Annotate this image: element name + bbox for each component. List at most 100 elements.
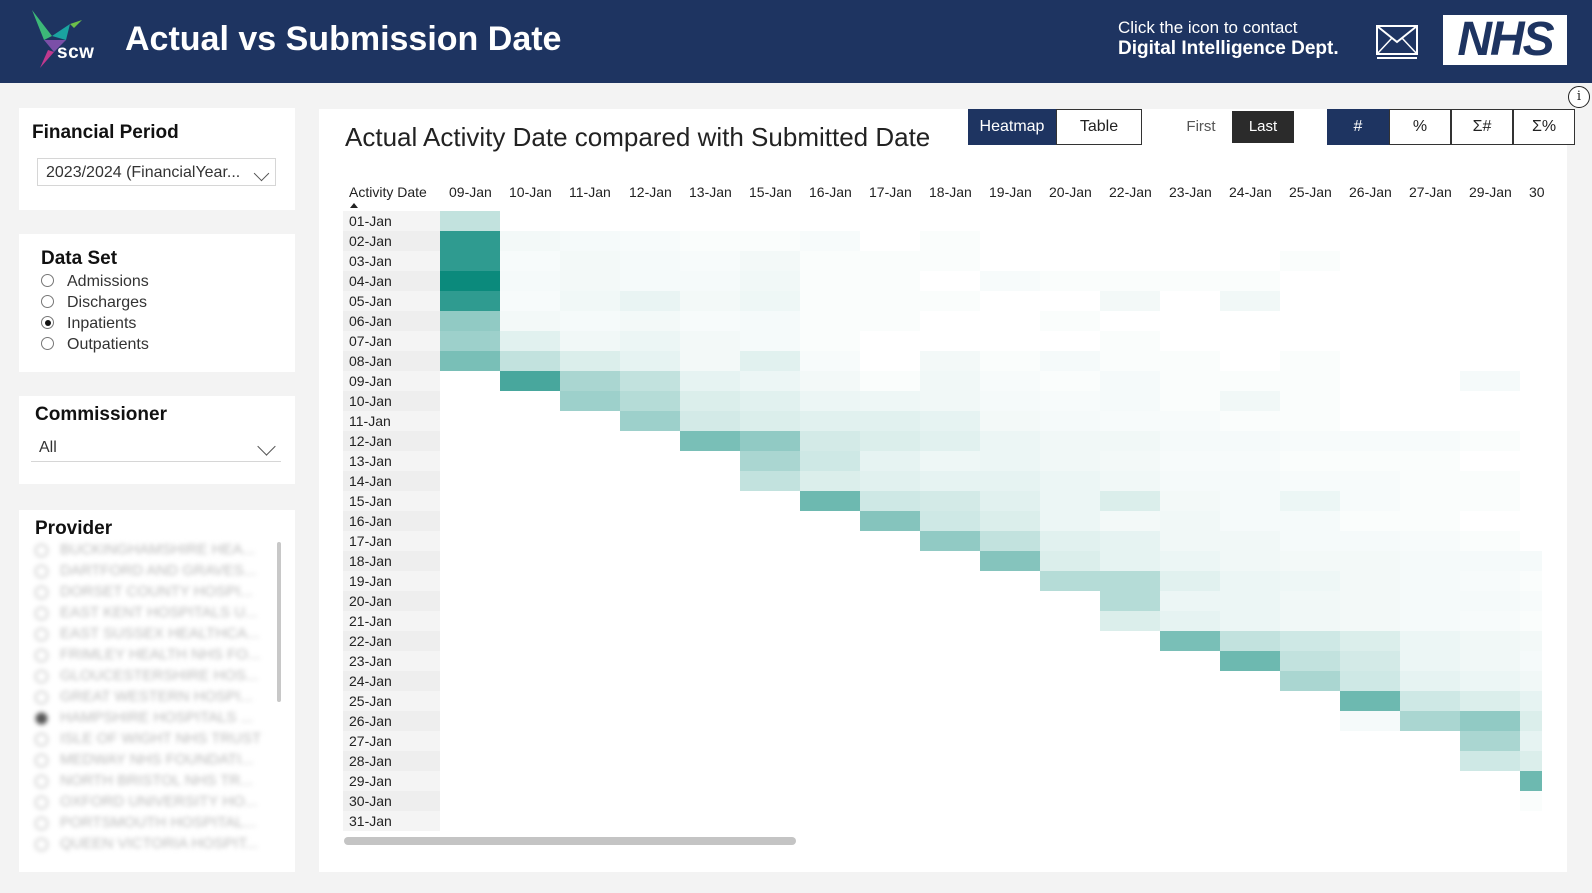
- heatmap-cell[interactable]: [1460, 431, 1520, 451]
- sort-ascending-icon[interactable]: [350, 203, 358, 208]
- heatmap-cell[interactable]: [740, 271, 800, 291]
- heatmap-cell[interactable]: [1520, 551, 1542, 571]
- heatmap-cell[interactable]: [620, 351, 680, 371]
- heatmap-cell[interactable]: [920, 351, 980, 371]
- heatmap-cell[interactable]: [1220, 471, 1280, 491]
- heatmap-cell[interactable]: [740, 291, 800, 311]
- heatmap-cell[interactable]: [560, 231, 620, 251]
- heatmap-cell[interactable]: [1280, 251, 1340, 271]
- heatmap-cell[interactable]: [1280, 531, 1340, 551]
- heatmap-cell[interactable]: [560, 251, 620, 271]
- heatmap-cell[interactable]: [1460, 711, 1520, 731]
- heatmap-cell[interactable]: [1280, 631, 1340, 651]
- heatmap-cell[interactable]: [1160, 611, 1220, 631]
- heatmap-cell[interactable]: [980, 471, 1040, 491]
- heatmap-cell[interactable]: [1400, 671, 1460, 691]
- heatmap-cell[interactable]: [1040, 511, 1100, 531]
- heatmap-cell[interactable]: [620, 331, 680, 351]
- heatmap-cell[interactable]: [440, 351, 500, 371]
- heatmap-cell[interactable]: [1340, 491, 1400, 511]
- heatmap-cell[interactable]: [1100, 471, 1160, 491]
- heatmap-cell[interactable]: [500, 331, 560, 351]
- heatmap-cell[interactable]: [1400, 431, 1460, 451]
- provider-list-item[interactable]: GREAT WESTERN HOSPI...: [35, 687, 253, 707]
- heatmap-cell[interactable]: [1040, 431, 1100, 451]
- heatmap-cell[interactable]: [620, 391, 680, 411]
- heatmap-cell[interactable]: [800, 251, 860, 271]
- provider-list-item[interactable]: MEDWAY NHS FOUNDATI...: [35, 750, 254, 770]
- heatmap-cell[interactable]: [1160, 411, 1220, 431]
- heatmap-cell[interactable]: [860, 431, 920, 451]
- heatmap-cell[interactable]: [1100, 431, 1160, 451]
- heatmap-cell[interactable]: [920, 431, 980, 451]
- heatmap-cell[interactable]: [680, 271, 740, 291]
- heatmap-cell[interactable]: [860, 451, 920, 471]
- heatmap-cell[interactable]: [860, 511, 920, 531]
- heatmap-cell[interactable]: [740, 351, 800, 371]
- heatmap-cell[interactable]: [560, 291, 620, 311]
- heatmap-cell[interactable]: [620, 231, 680, 251]
- heatmap-cell[interactable]: [920, 371, 980, 391]
- heatmap-cell[interactable]: [1220, 431, 1280, 451]
- heatmap-cell[interactable]: [1280, 471, 1340, 491]
- heatmap-cell[interactable]: [1520, 711, 1542, 731]
- heatmap-cell[interactable]: [800, 311, 860, 331]
- heatmap-cell[interactable]: [860, 411, 920, 431]
- heatmap-cell[interactable]: [1040, 371, 1100, 391]
- heatmap-cell[interactable]: [1400, 611, 1460, 631]
- provider-list-item[interactable]: EAST KENT HOSPITALS U...: [35, 603, 258, 623]
- heatmap-cell[interactable]: [1160, 431, 1220, 451]
- horizontal-scrollbar[interactable]: [344, 837, 796, 845]
- heatmap-cell[interactable]: [980, 431, 1040, 451]
- heatmap-cell[interactable]: [920, 251, 980, 271]
- heatmap-cell[interactable]: [1220, 611, 1280, 631]
- heatmap-cell[interactable]: [560, 311, 620, 331]
- heatmap-cell[interactable]: [1520, 791, 1542, 811]
- heatmap-cell[interactable]: [800, 371, 860, 391]
- heatmap-cell[interactable]: [740, 251, 800, 271]
- heatmap-cell[interactable]: [860, 491, 920, 511]
- heatmap-cell[interactable]: [860, 371, 920, 391]
- heatmap-cell[interactable]: [800, 331, 860, 351]
- heatmap-cell[interactable]: [980, 491, 1040, 511]
- heatmap-cell[interactable]: [440, 271, 500, 291]
- heatmap-cell[interactable]: [1460, 751, 1520, 771]
- heatmap-cell[interactable]: [1040, 531, 1100, 551]
- heatmap-cell[interactable]: [1220, 631, 1280, 651]
- heatmap-cell[interactable]: [800, 431, 860, 451]
- heatmap-cell[interactable]: [1340, 611, 1400, 631]
- data-set-option-inpatients[interactable]: Inpatients: [41, 314, 136, 334]
- heatmap-cell[interactable]: [680, 371, 740, 391]
- heatmap-cell[interactable]: [1460, 611, 1520, 631]
- heatmap-cell[interactable]: [860, 391, 920, 411]
- heatmap-cell[interactable]: [1040, 471, 1100, 491]
- provider-list-item[interactable]: FRIMLEY HEALTH NHS FO...: [35, 645, 260, 665]
- heatmap-cell[interactable]: [1520, 651, 1542, 671]
- heatmap-cell[interactable]: [740, 391, 800, 411]
- heatmap-cell[interactable]: [980, 271, 1040, 291]
- heatmap-cell[interactable]: [1520, 591, 1542, 611]
- heatmap-cell[interactable]: [1400, 451, 1460, 471]
- heatmap-button[interactable]: Heatmap: [968, 109, 1056, 145]
- heatmap-cell[interactable]: [1520, 691, 1542, 711]
- heatmap-cell[interactable]: [1160, 271, 1220, 291]
- provider-list-item[interactable]: DORSET COUNTY HOSPI...: [35, 582, 253, 602]
- heatmap-cell[interactable]: [980, 351, 1040, 371]
- heatmap-cell[interactable]: [1040, 571, 1100, 591]
- heatmap-cell[interactable]: [1340, 671, 1400, 691]
- heatmap-cell[interactable]: [1400, 571, 1460, 591]
- heatmap-cell[interactable]: [1220, 651, 1280, 671]
- heatmap-cell[interactable]: [1280, 431, 1340, 451]
- heatmap-cell[interactable]: [1100, 551, 1160, 571]
- heatmap-cell[interactable]: [1340, 431, 1400, 451]
- heatmap-cell[interactable]: [680, 431, 740, 451]
- provider-list-item[interactable]: EAST SUSSEX HEALTHCA...: [35, 624, 260, 644]
- heatmap-cell[interactable]: [440, 291, 500, 311]
- heatmap-cell[interactable]: [1340, 691, 1400, 711]
- heatmap-cell[interactable]: [1220, 271, 1280, 291]
- heatmap-cell[interactable]: [1100, 291, 1160, 311]
- heatmap-cell[interactable]: [1160, 471, 1220, 491]
- heatmap-cell[interactable]: [620, 311, 680, 331]
- heatmap-cell[interactable]: [1460, 631, 1520, 651]
- heatmap-cell[interactable]: [680, 391, 740, 411]
